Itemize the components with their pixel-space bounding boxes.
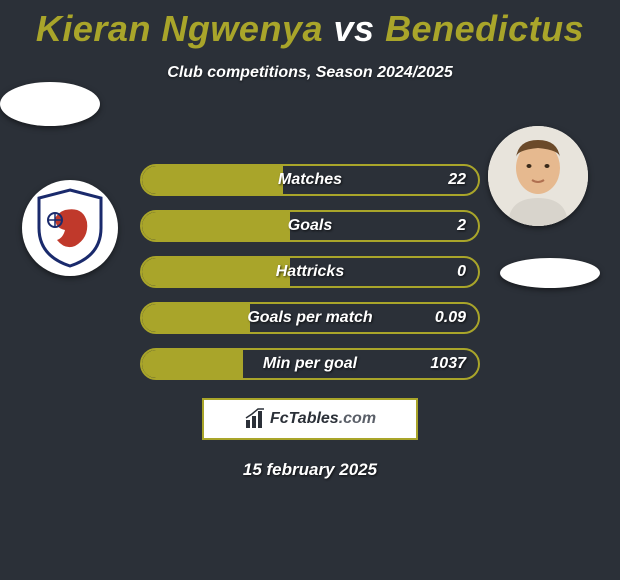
comparison-title: Kieran Ngwenya vs Benedictus — [0, 0, 620, 50]
bar-label: Matches — [142, 166, 478, 194]
bar-value: 0.09 — [435, 304, 466, 332]
date-text: 15 february 2025 — [0, 460, 620, 480]
player1-avatar — [0, 82, 100, 126]
vs-text: vs — [334, 8, 375, 49]
brand-name: FcTables — [270, 410, 339, 427]
bar-value: 22 — [448, 166, 466, 194]
person-icon — [488, 126, 588, 226]
bar-label: Goals per match — [142, 304, 478, 332]
brand-box: FcTables.com — [202, 398, 418, 440]
stat-bar: Goals per match 0.09 — [140, 302, 480, 334]
stat-bar: Goals 2 — [140, 210, 480, 242]
brand-domain: .com — [339, 410, 376, 427]
player2-name: Benedictus — [385, 8, 584, 49]
player1-name: Kieran Ngwenya — [36, 8, 323, 49]
player2-club-badge — [500, 258, 600, 288]
bar-value: 0 — [457, 258, 466, 286]
bar-value: 1037 — [430, 350, 466, 378]
bar-value: 2 — [457, 212, 466, 240]
stat-bar: Min per goal 1037 — [140, 348, 480, 380]
bar-label: Goals — [142, 212, 478, 240]
bar-chart-icon — [244, 408, 266, 430]
player2-avatar — [488, 126, 588, 226]
stat-bar: Matches 22 — [140, 164, 480, 196]
brand-text: FcTables.com — [270, 410, 376, 428]
player1-club-badge — [22, 180, 118, 276]
subtitle: Club competitions, Season 2024/2025 — [0, 64, 620, 82]
stat-bar: Hattricks 0 — [140, 256, 480, 288]
bar-label: Min per goal — [142, 350, 478, 378]
shield-icon — [35, 188, 105, 268]
bar-label: Hattricks — [142, 258, 478, 286]
